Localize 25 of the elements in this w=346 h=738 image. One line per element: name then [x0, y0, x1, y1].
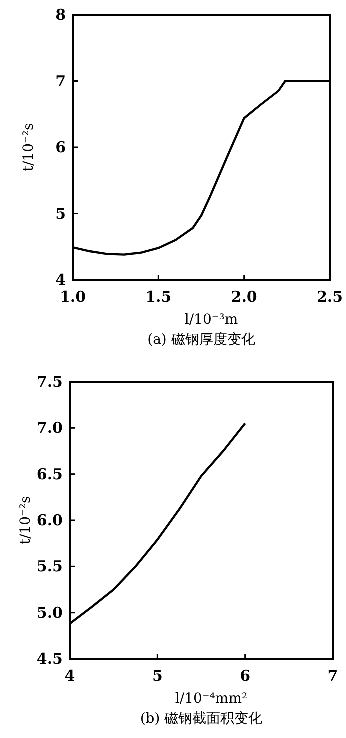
x-tick-label: 1.0 — [60, 288, 86, 306]
y-tick-label: 4.5 — [36, 650, 63, 668]
y-tick-label: 4 — [56, 271, 66, 289]
x-axis-title: l/10⁻³m — [184, 312, 238, 328]
y-tick-label: 7.5 — [36, 373, 63, 391]
y-tick-label: 7.0 — [36, 419, 63, 438]
y-tick-label: 5.5 — [36, 558, 63, 576]
y-tick-label: 6.5 — [36, 465, 63, 484]
x-tick-label: 5 — [152, 667, 163, 685]
y-tick-label: 6.0 — [36, 512, 63, 530]
x-tick-label: 2.0 — [231, 288, 258, 306]
y-tick-label: 5 — [56, 204, 66, 223]
text: (a) 磁钢厚度变化 — [148, 332, 256, 348]
x-tick-label: 2.5 — [316, 288, 344, 306]
y-tick-label: 8 — [56, 6, 66, 24]
x-tick-label: 1.5 — [146, 288, 172, 306]
x-tick-label: 6 — [240, 667, 251, 685]
y-tick-label: 7 — [56, 72, 66, 90]
y-tick-label: 6 — [56, 138, 66, 156]
y-tick-label: 5.0 — [36, 604, 63, 622]
y-axis-title: t/10⁻²s — [21, 123, 37, 172]
x-axis-title: l/10⁻⁴mm² — [175, 691, 248, 707]
x-tick-label: 7 — [328, 667, 338, 685]
y-axis-title: t/10⁻²s — [18, 496, 34, 545]
text: (b) 磁钢截面积变化 — [140, 711, 263, 727]
